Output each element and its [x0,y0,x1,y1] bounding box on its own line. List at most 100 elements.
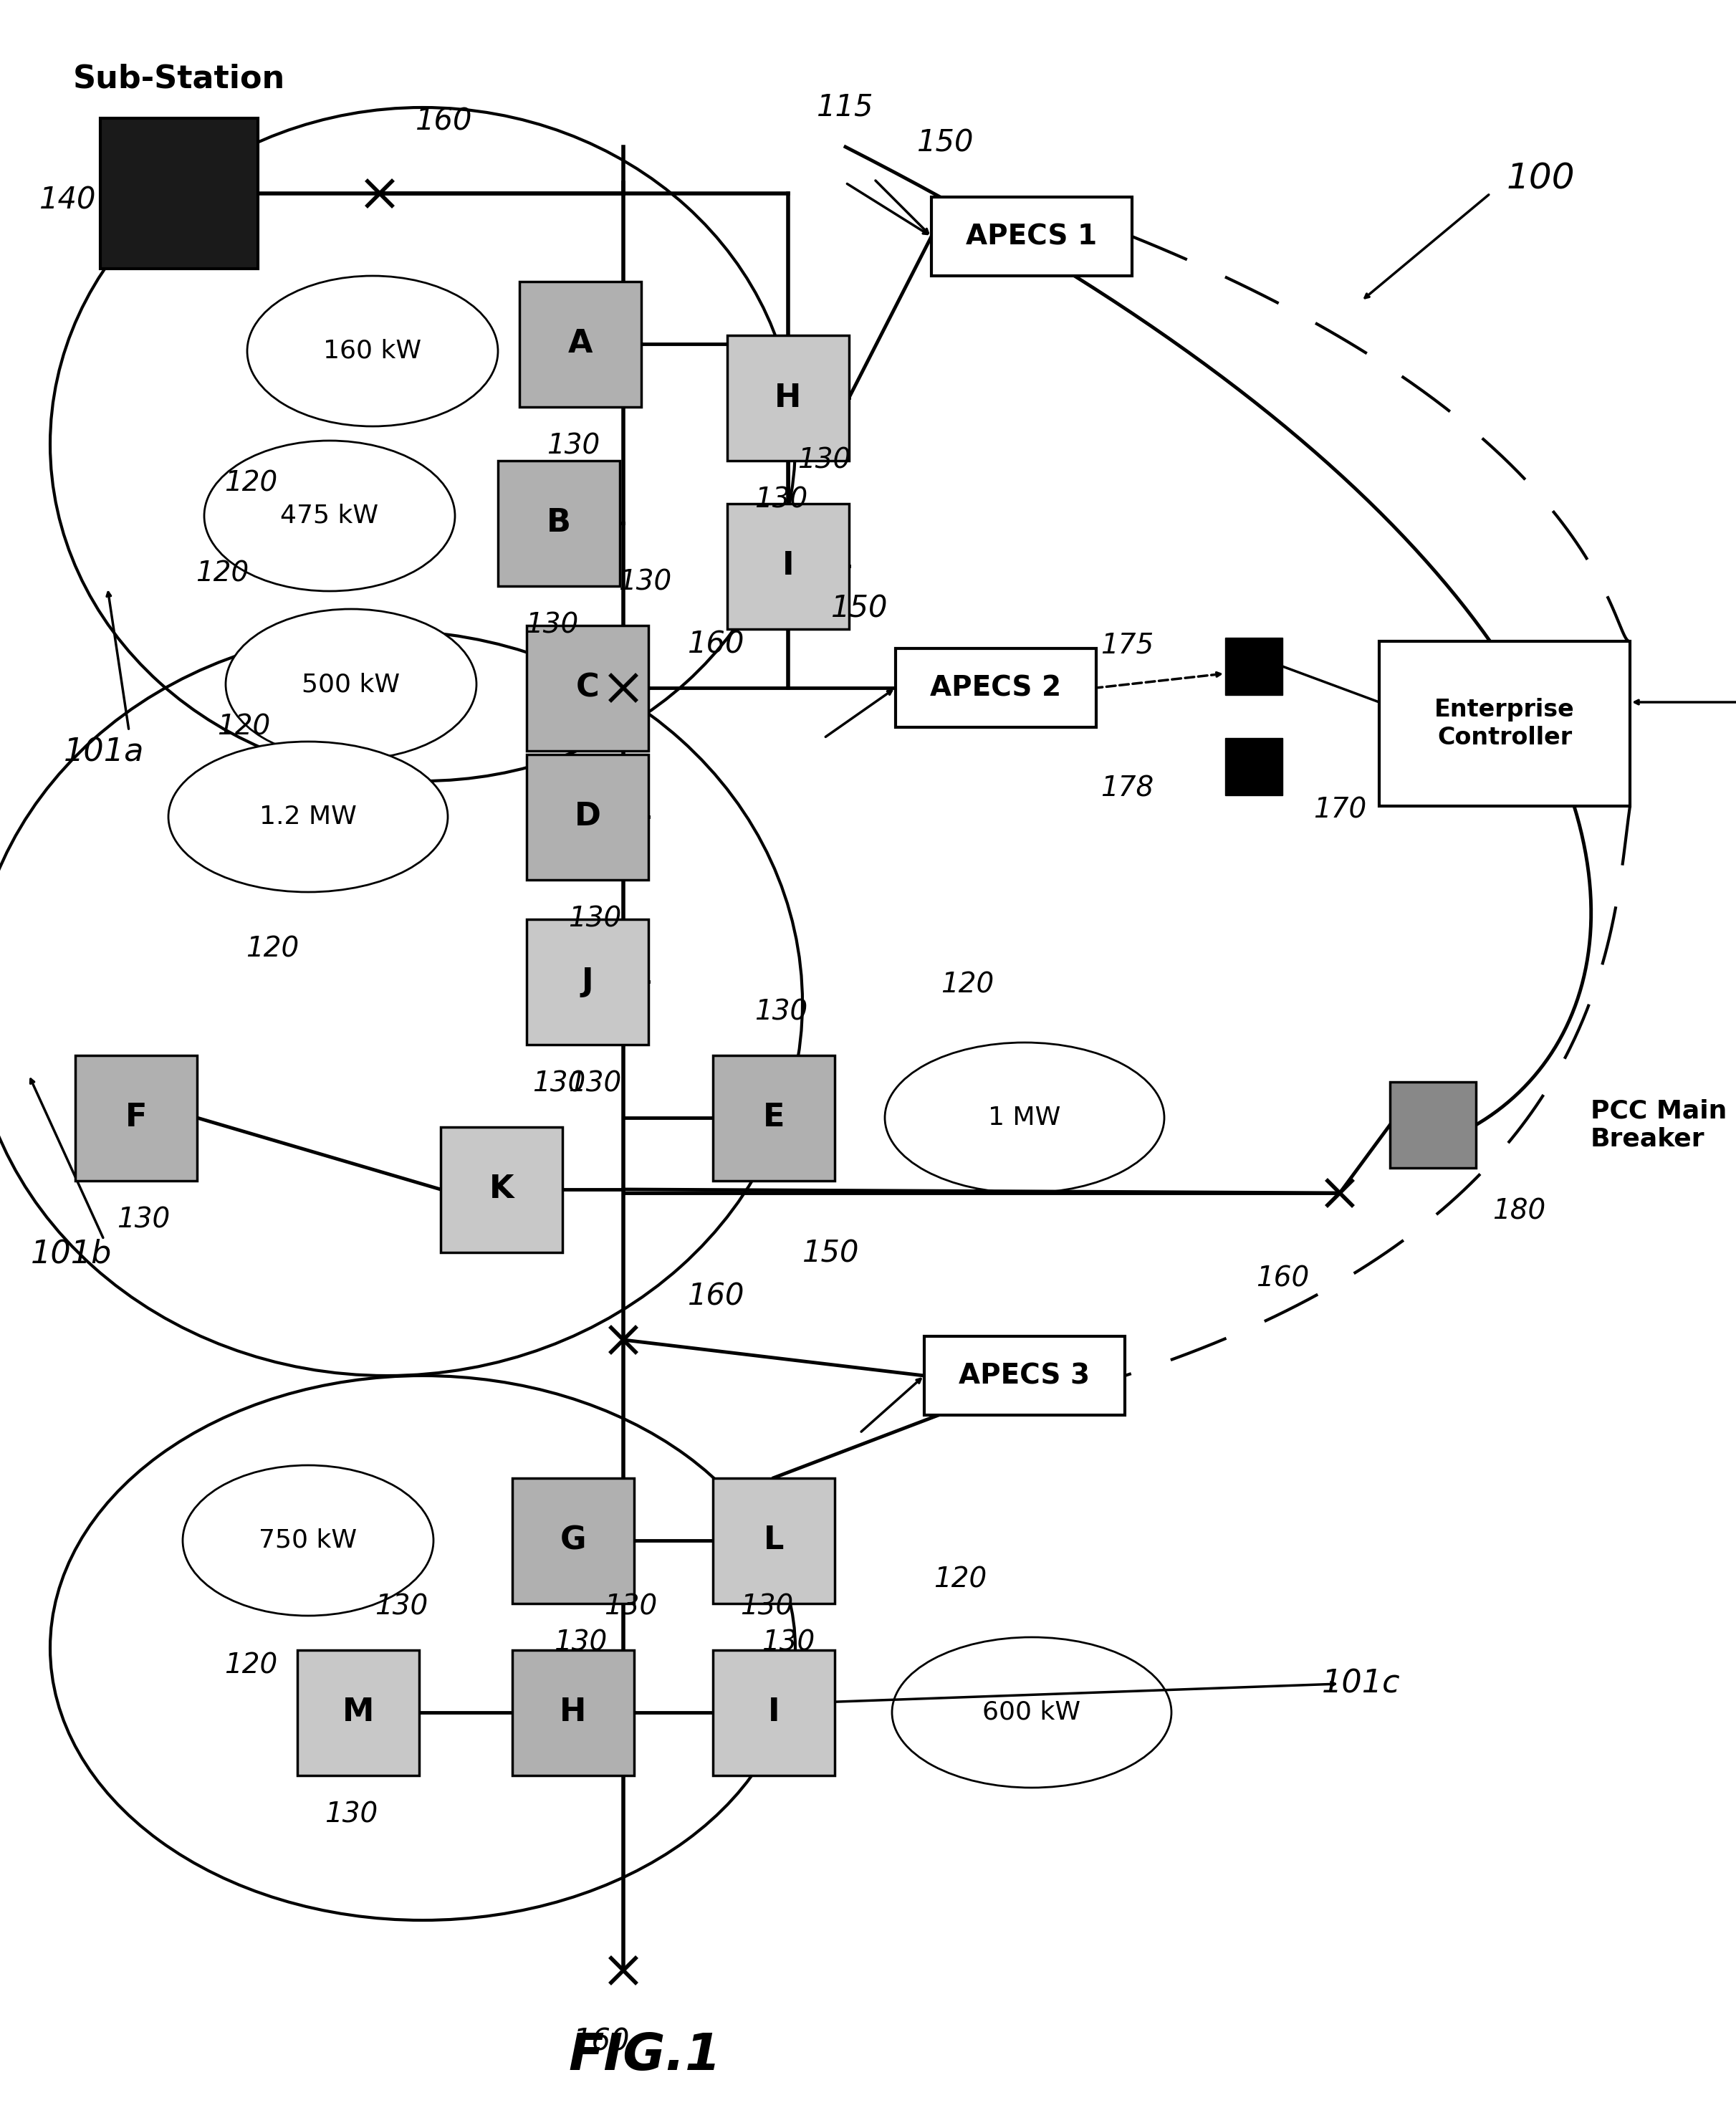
Text: 120: 120 [224,1652,278,1679]
Text: 130: 130 [116,1206,170,1233]
Bar [526,754,649,879]
Text: 170: 170 [1312,796,1366,824]
Bar [512,1478,634,1603]
Text: 120: 120 [941,972,993,998]
Text: 150: 150 [832,594,889,624]
Text: 130: 130 [755,486,807,514]
Text: 160: 160 [687,631,745,660]
Text: 1.2 MW: 1.2 MW [259,805,358,828]
Bar [297,1650,418,1775]
Text: 175: 175 [1101,631,1153,658]
Ellipse shape [205,442,455,590]
Text: 180: 180 [1493,1197,1545,1225]
Bar [75,1055,196,1180]
Text: 101a: 101a [64,737,144,769]
Text: E: E [762,1102,785,1134]
Text: 130: 130 [604,1592,658,1620]
Bar [1391,1083,1476,1168]
Text: 475 kW: 475 kW [281,503,378,529]
Bar [519,280,641,408]
Text: 1 MW: 1 MW [988,1106,1061,1129]
Text: APECS 1: APECS 1 [967,223,1097,251]
Text: 130: 130 [797,446,851,473]
Bar [727,503,849,628]
Text: 130: 130 [554,1628,608,1656]
Text: 100: 100 [1507,161,1575,195]
Text: B: B [547,507,571,539]
Text: PCC Main
Breaker: PCC Main Breaker [1590,1098,1727,1151]
Ellipse shape [885,1042,1165,1193]
Text: 500 kW: 500 kW [302,673,401,696]
Bar [526,624,649,752]
Text: G: G [561,1524,587,1556]
Text: 130: 130 [755,998,807,1025]
Bar [441,1127,562,1253]
Text: 178: 178 [1101,775,1153,802]
Text: APECS 2: APECS 2 [930,675,1061,701]
Text: 150: 150 [802,1240,859,1270]
Text: 130: 130 [547,433,599,461]
Text: A: A [568,329,592,359]
Bar [896,648,1095,728]
Text: M: M [342,1696,375,1728]
Text: I: I [767,1696,779,1728]
Bar [512,1650,634,1775]
Bar [713,1055,835,1180]
Text: 101b: 101b [31,1238,113,1270]
Text: F: F [125,1102,148,1134]
Text: 160: 160 [415,106,472,136]
Text: 600 kW: 600 kW [983,1701,1082,1724]
Text: 160: 160 [573,2027,630,2057]
Ellipse shape [168,741,448,892]
Text: 130: 130 [375,1592,427,1620]
Text: FIG.1: FIG.1 [568,2032,720,2081]
Text: 115: 115 [818,93,873,123]
Bar [727,335,849,461]
Text: 130: 130 [618,569,672,597]
Bar [713,1650,835,1775]
Text: APECS 3: APECS 3 [958,1363,1090,1388]
Text: H: H [774,382,802,414]
Text: 130: 130 [740,1592,793,1620]
Text: J: J [582,966,594,998]
Text: I: I [783,550,793,582]
Bar [101,119,259,270]
Text: H: H [559,1696,587,1728]
Text: 140: 140 [40,185,97,217]
Ellipse shape [892,1637,1172,1788]
Bar [932,197,1132,276]
Text: Enterprise
Controller: Enterprise Controller [1434,698,1575,749]
Text: 130: 130 [533,1070,585,1098]
Text: 120: 120 [217,713,271,741]
Text: 160 kW: 160 kW [323,340,422,363]
Text: 750 kW: 750 kW [259,1529,358,1552]
Text: 101c: 101c [1323,1669,1401,1698]
Text: C: C [576,673,599,703]
Text: 130: 130 [762,1628,814,1656]
Text: 130: 130 [325,1800,378,1828]
Bar [1226,739,1283,796]
Bar [924,1335,1125,1416]
Text: 160: 160 [687,1282,745,1312]
Text: 130: 130 [568,904,621,932]
Text: 150: 150 [917,127,974,159]
Ellipse shape [247,276,498,427]
Bar [1226,637,1283,694]
Ellipse shape [226,609,476,760]
Text: K: K [490,1174,514,1204]
Bar [1378,641,1630,807]
Bar [526,919,649,1045]
Ellipse shape [182,1465,434,1616]
Text: 130: 130 [524,611,578,639]
Text: D: D [575,800,601,832]
Text: 120: 120 [247,936,299,964]
Text: Sub-Station: Sub-Station [73,64,285,93]
Text: 160: 160 [1255,1265,1309,1293]
Text: 120: 120 [934,1567,986,1594]
Text: L: L [764,1524,785,1556]
Text: 120: 120 [196,560,248,586]
Bar [498,461,620,586]
Bar [713,1478,835,1603]
Text: 120: 120 [224,469,278,497]
Text: 130: 130 [568,1070,621,1098]
